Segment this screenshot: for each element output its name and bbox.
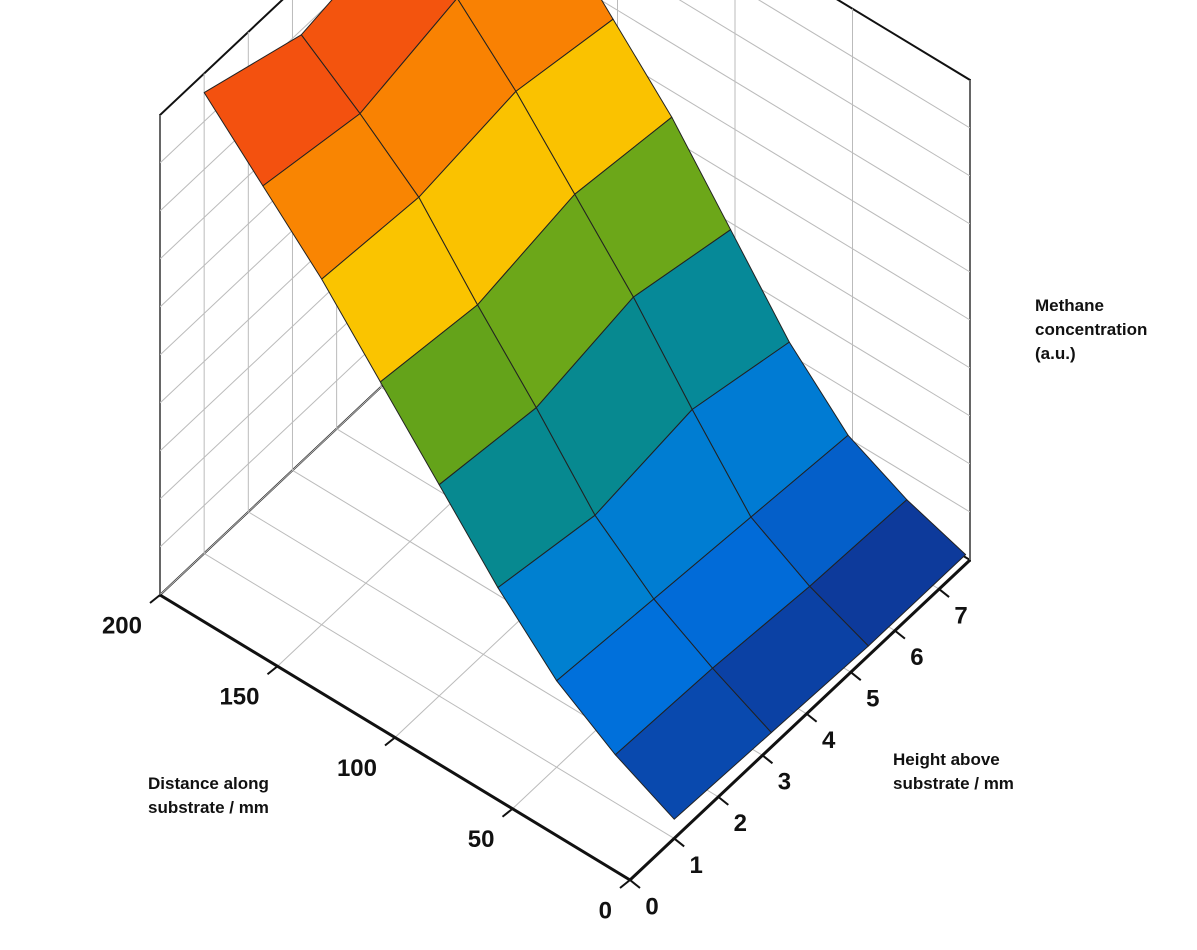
y-tick-label: 7	[954, 602, 967, 629]
x-tick	[619, 879, 631, 889]
y-tick	[938, 588, 950, 598]
y-tick	[850, 671, 862, 681]
y-tick-label: 4	[822, 727, 836, 754]
x-tick-label: 100	[337, 755, 377, 782]
y-tick	[805, 712, 818, 723]
x-tick-label: 150	[219, 684, 259, 711]
x-tick	[266, 665, 279, 676]
y-tick-label: 2	[734, 810, 747, 837]
y-tick-label: 1	[689, 852, 702, 879]
x-tick-label: 0	[599, 897, 612, 924]
z-axis-title: Methane concentration (a.u.)	[1035, 296, 1148, 363]
y-tick-label: 6	[910, 644, 923, 671]
surface-cell	[614, 667, 772, 820]
wall-grid-line	[757, 0, 971, 129]
y-axis	[628, 558, 972, 882]
y-tick	[673, 837, 685, 848]
y-tick	[717, 796, 729, 806]
y-tick-label: 0	[645, 893, 658, 920]
y-tick	[629, 879, 641, 889]
x-tick-label: 50	[468, 826, 495, 853]
y-tick-label: 3	[778, 769, 791, 796]
y-tick	[761, 754, 774, 765]
y-axis-title: Height above substrate / mm	[893, 750, 1014, 793]
y-tick	[894, 629, 906, 640]
x-axis-title: Distance along substrate / mm	[148, 774, 269, 817]
y-tick-label: 5	[866, 686, 879, 713]
x-tick-label: 200	[102, 612, 142, 639]
x-tick	[384, 736, 396, 747]
x-tick	[501, 807, 514, 818]
x-tick	[149, 594, 161, 604]
grid-line	[203, 553, 675, 839]
